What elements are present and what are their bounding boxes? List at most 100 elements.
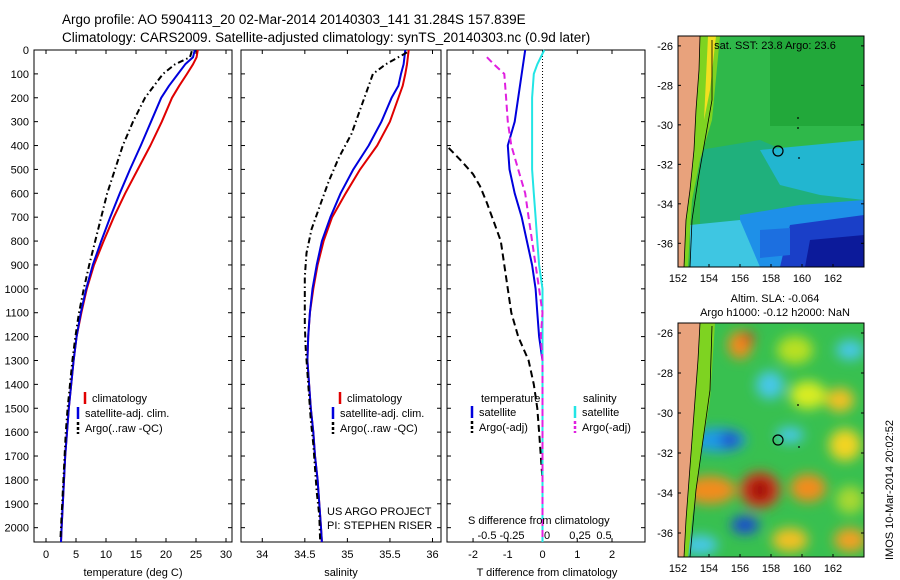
map-lon-label: 152: [669, 273, 687, 285]
legend-label-climatology: climatology: [92, 393, 148, 405]
map-axes: 152 154 156 158 160 162 -26 -28 -30 -32 -34 -36 152 1…: [657, 41, 864, 575]
x-tick-label: 15: [130, 549, 142, 561]
map-lon-label: 160: [793, 563, 811, 575]
difference-legend: temperature salinity satellite Argo(-adj…: [470, 393, 631, 434]
series-line-argo-raw-qc: [59, 50, 193, 540]
depth-tick-label: 1600: [5, 427, 29, 439]
legend-label-t-satellite: satellite: [479, 407, 516, 419]
series-line-climatology: [306, 49, 410, 543]
map-lat-label: -36: [657, 528, 673, 540]
salinity-panel-frame: [240, 49, 442, 543]
map-lat-label: -34: [657, 199, 673, 211]
depth-tick-label: 1200: [5, 332, 29, 344]
x-tick-label: 35: [341, 549, 353, 561]
map-lat-label: -28: [657, 368, 673, 380]
coastline: [678, 323, 701, 557]
map-lat-label: -26: [657, 41, 673, 53]
x-tick-label: 36: [426, 549, 438, 561]
salinity-plot: 34 34.5 35 35.5 36: [256, 49, 439, 561]
pi-annotation: PI: STEPHEN RISER: [327, 520, 432, 532]
difference-xlabel: T difference from climatology: [477, 567, 618, 579]
s-difference-ticks: -0.5 -0.25 0 0.25 0.5: [478, 530, 612, 542]
map-lat-label: -32: [657, 159, 673, 171]
legend-label-s-argo: Argo(-adj): [582, 422, 631, 434]
series-line-t-satellite: [506, 49, 544, 542]
depth-tick-label: 1700: [5, 451, 29, 463]
coastline: [678, 36, 701, 267]
map-lon-label: 158: [762, 273, 780, 285]
profile-location-marker: [772, 434, 784, 446]
s-tick-label: 0.5: [596, 530, 611, 542]
difference-panel-frame: [446, 49, 646, 543]
legend-label-s-satellite: satellite: [582, 407, 619, 419]
series-line-s-argo-adj: [486, 56, 544, 540]
depth-tick-label: 2000: [5, 523, 29, 535]
s-tick-label: -0.5: [478, 530, 497, 542]
map-lat-label: -30: [657, 120, 673, 132]
x-tick-label: 2: [609, 549, 615, 561]
depth-tick-label: 1000: [5, 284, 29, 296]
depth-tick-label: 1100: [5, 308, 29, 320]
temperature-legend: climatology satellite-adj. clim. Argo(..…: [76, 392, 169, 435]
depth-tick-label: 1500: [5, 403, 29, 415]
sla-map-title-line1: Altim. SLA: -0.064: [730, 293, 820, 305]
map-lat-label: -32: [657, 448, 673, 460]
x-tick-label: 20: [160, 549, 172, 561]
x-tick-label: -1: [503, 549, 513, 561]
map-lat-label: -36: [657, 238, 673, 250]
s-tick-label: -0.25: [499, 530, 524, 542]
legend-label-satellite: satellite-adj. clim.: [85, 408, 169, 420]
salinity-legend: climatology satellite-adj. clim. Argo(..…: [331, 392, 424, 435]
depth-tick-label: 800: [11, 236, 29, 248]
map-lon-label: 162: [824, 273, 842, 285]
depth-tick-label: 500: [11, 164, 29, 176]
profile-location-marker: [772, 145, 784, 157]
map-lat-label: -34: [657, 488, 673, 500]
map-lon-label: 156: [731, 563, 749, 575]
depth-axis: 0 100 200 300 400 500 600 700 800 900 1000 1100 1200…: [5, 45, 645, 535]
legend-label-argo: Argo(..raw -QC): [85, 423, 163, 435]
sst-map-title: sat. SST: 23.8 Argo: 23.6: [714, 40, 836, 52]
depth-tick-label: 400: [11, 141, 29, 153]
map-lon-label: 162: [824, 563, 842, 575]
legend-label-argo: Argo(..raw -QC): [340, 423, 418, 435]
depth-tick-label: 300: [11, 117, 29, 129]
x-tick-label: 5: [73, 549, 79, 561]
map-lon-label: 154: [700, 563, 718, 575]
map-lon-label: 154: [700, 273, 718, 285]
depth-tick-label: 600: [11, 188, 29, 200]
sla-map: [677, 322, 865, 558]
series-line-argo-raw-qc: [303, 51, 408, 540]
depth-tick-label: 1800: [5, 475, 29, 487]
project-annotation: US ARGO PROJECT: [327, 506, 432, 518]
sla-map-title-line2: Argo h1000: -0.12 h2000: NaN: [700, 307, 850, 319]
temperature-panel-frame: [33, 49, 233, 543]
salinity-xlabel: salinity: [324, 567, 358, 579]
s-tick-label: 0.25: [569, 530, 590, 542]
x-tick-label: 35.5: [379, 549, 400, 561]
map-lon-label: 160: [793, 273, 811, 285]
map-lat-label: -30: [657, 408, 673, 420]
s-difference-label: S difference from climatology: [468, 515, 610, 527]
x-tick-label: 34: [256, 549, 268, 561]
depth-tick-label: 1400: [5, 379, 29, 391]
legend-title-temperature: temperature: [481, 393, 540, 405]
map-lat-label: -26: [657, 328, 673, 340]
x-tick-label: -2: [468, 549, 478, 561]
x-tick-label: 10: [100, 549, 112, 561]
depth-tick-label: 1300: [5, 355, 29, 367]
series-line-satellite-adj-clim: [60, 49, 196, 543]
legend-label-satellite: satellite-adj. clim.: [340, 408, 424, 420]
x-tick-label: 1: [574, 549, 580, 561]
map-lat-label: -28: [657, 80, 673, 92]
difference-plot: -2 -1 0 1 2: [447, 49, 615, 561]
depth-tick-label: 1900: [5, 499, 29, 511]
series-line-t-argo-adj: [447, 147, 544, 540]
figure-title-line1: Argo profile: AO 5904113_20 02-Mar-2014 …: [62, 12, 526, 27]
s-tick-label: 0: [544, 530, 550, 542]
temperature-xlabel: temperature (deg C): [83, 567, 182, 579]
depth-tick-label: 100: [11, 69, 29, 81]
x-tick-label: 0: [43, 549, 49, 561]
x-tick-label: 30: [220, 549, 232, 561]
